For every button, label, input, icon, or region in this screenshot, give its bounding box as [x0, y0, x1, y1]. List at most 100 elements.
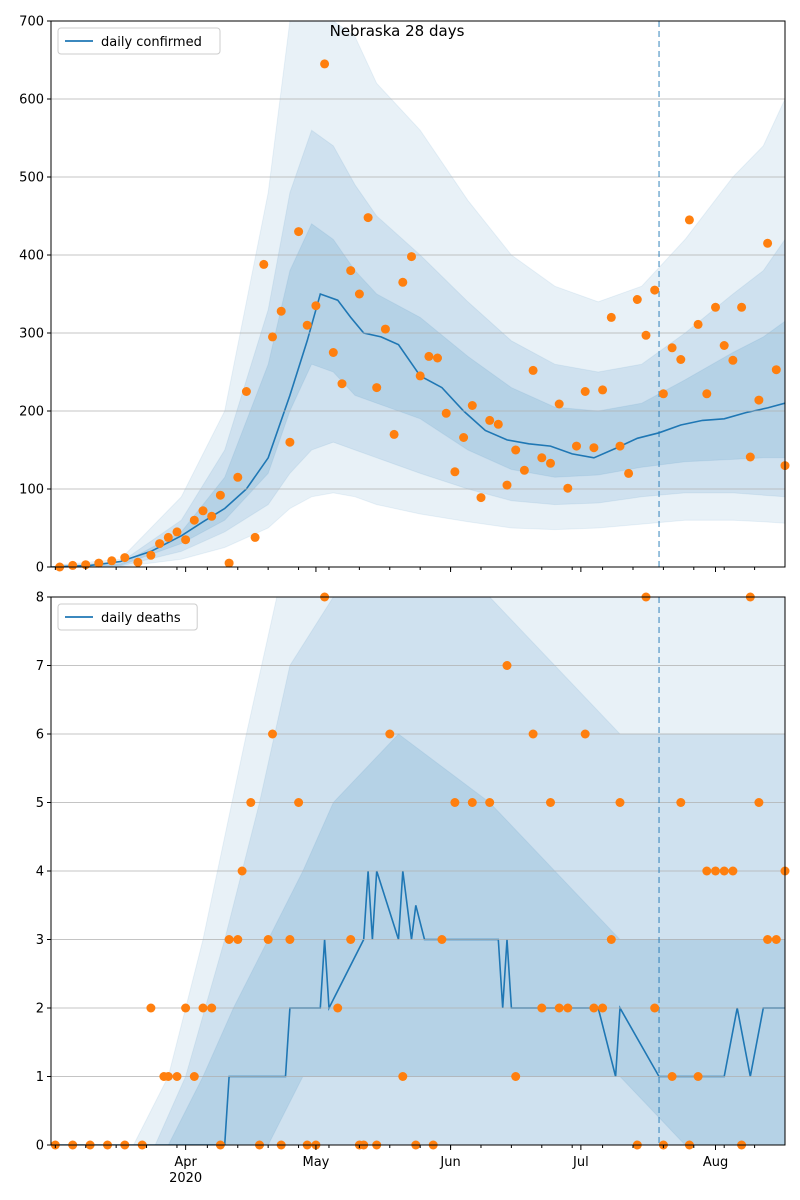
data-point: [763, 935, 773, 944]
data-point: [398, 1072, 408, 1081]
y-tick-label: 400: [19, 249, 44, 264]
confidence-band: [59, 223, 785, 567]
data-point: [346, 266, 356, 276]
data-point: [354, 289, 364, 299]
x-tick-label: May: [302, 1155, 329, 1170]
data-point: [285, 437, 295, 447]
y-tick-label: 8: [36, 591, 44, 606]
y-tick-label: 5: [36, 796, 44, 811]
data-point: [337, 379, 347, 389]
data-point: [233, 935, 243, 944]
data-point: [511, 1072, 521, 1081]
y-tick-label: 700: [19, 15, 44, 30]
data-point: [276, 306, 286, 316]
data-point: [546, 458, 555, 468]
data-point: [598, 385, 608, 395]
data-point: [502, 480, 512, 490]
data-point: [311, 301, 321, 311]
data-point: [237, 866, 247, 876]
data-point: [485, 798, 495, 807]
data-point: [615, 441, 625, 451]
data-point: [380, 324, 390, 334]
data-point: [702, 866, 712, 876]
data-point: [641, 330, 651, 340]
data-point: [268, 729, 277, 739]
data-point: [146, 550, 156, 560]
data-point: [146, 1003, 156, 1013]
y-tick-label: 100: [19, 483, 44, 498]
y-tick-label: 200: [19, 405, 44, 420]
data-point: [172, 527, 182, 537]
y-tick-label: 600: [19, 93, 44, 108]
data-point: [589, 443, 599, 453]
data-point: [389, 429, 399, 439]
confirmed-panel: 0 100 200 300 400 500 600 700 daily confirmed: [19, 15, 790, 576]
data-point: [250, 532, 260, 542]
data-point: [572, 441, 581, 451]
data-point: [263, 935, 273, 944]
y-tick-label: 0: [36, 1139, 44, 1154]
data-point: [181, 1003, 191, 1013]
legend: daily confirmed: [57, 27, 221, 55]
data-point: [493, 419, 503, 429]
data-point: [719, 866, 729, 876]
data-point: [433, 353, 442, 363]
data-point: [580, 387, 590, 396]
y-tick-label: 6: [36, 728, 44, 743]
data-point: [667, 343, 677, 353]
data-point: [441, 408, 451, 418]
data-point: [554, 1003, 564, 1013]
y-tick-label: 3: [36, 933, 44, 948]
data-point: [511, 445, 521, 455]
data-point: [133, 557, 143, 567]
data-point: [693, 1072, 703, 1081]
data-point: [754, 798, 764, 807]
data-point: [294, 227, 304, 237]
data-point: [546, 798, 555, 807]
data-point: [771, 365, 781, 375]
data-point: [328, 348, 338, 357]
data-point: [333, 1003, 343, 1013]
data-point: [415, 371, 425, 381]
data-point: [693, 319, 703, 329]
data-point: [563, 1003, 573, 1013]
plot-area: [51, 21, 785, 567]
data-point: [215, 490, 225, 500]
data-point: [424, 351, 434, 361]
data-point: [450, 467, 460, 477]
data-point: [233, 472, 243, 482]
data-point: [537, 1003, 547, 1013]
data-point: [676, 355, 686, 364]
data-point: [563, 483, 573, 493]
data-point: [241, 387, 251, 396]
data-point: [615, 798, 625, 807]
y-tick-label: 0: [36, 561, 44, 576]
data-point: [224, 558, 234, 568]
data-point: [302, 320, 312, 330]
data-point: [198, 1003, 208, 1013]
data-point: [554, 399, 564, 409]
data-point: [711, 866, 720, 876]
data-point: [385, 729, 395, 739]
x-tick-label: Aug: [703, 1155, 728, 1170]
data-point: [294, 798, 304, 807]
deaths-panel: 0 1 2 3 4 5 6 7 8 Apr 2020 May Jun Jul Aug daily deaths: [36, 591, 790, 1186]
data-point: [246, 798, 256, 807]
x-tick-label: Apr 2020: [169, 1155, 202, 1186]
data-point: [754, 395, 764, 405]
y-tick-label: 7: [36, 659, 44, 674]
confidence-band: [59, 129, 785, 567]
y-tick-label: 2: [36, 1002, 44, 1017]
data-point: [702, 389, 712, 399]
data-point: [320, 59, 330, 69]
data-point: [467, 798, 477, 807]
data-point: [589, 1003, 599, 1013]
data-point: [163, 1072, 173, 1081]
data-point: [745, 452, 755, 462]
legend-box: [57, 27, 221, 55]
data-point: [450, 798, 460, 807]
data-point: [259, 259, 269, 269]
data-point: [94, 558, 104, 568]
data-point: [684, 215, 694, 225]
data-point: [476, 493, 486, 503]
